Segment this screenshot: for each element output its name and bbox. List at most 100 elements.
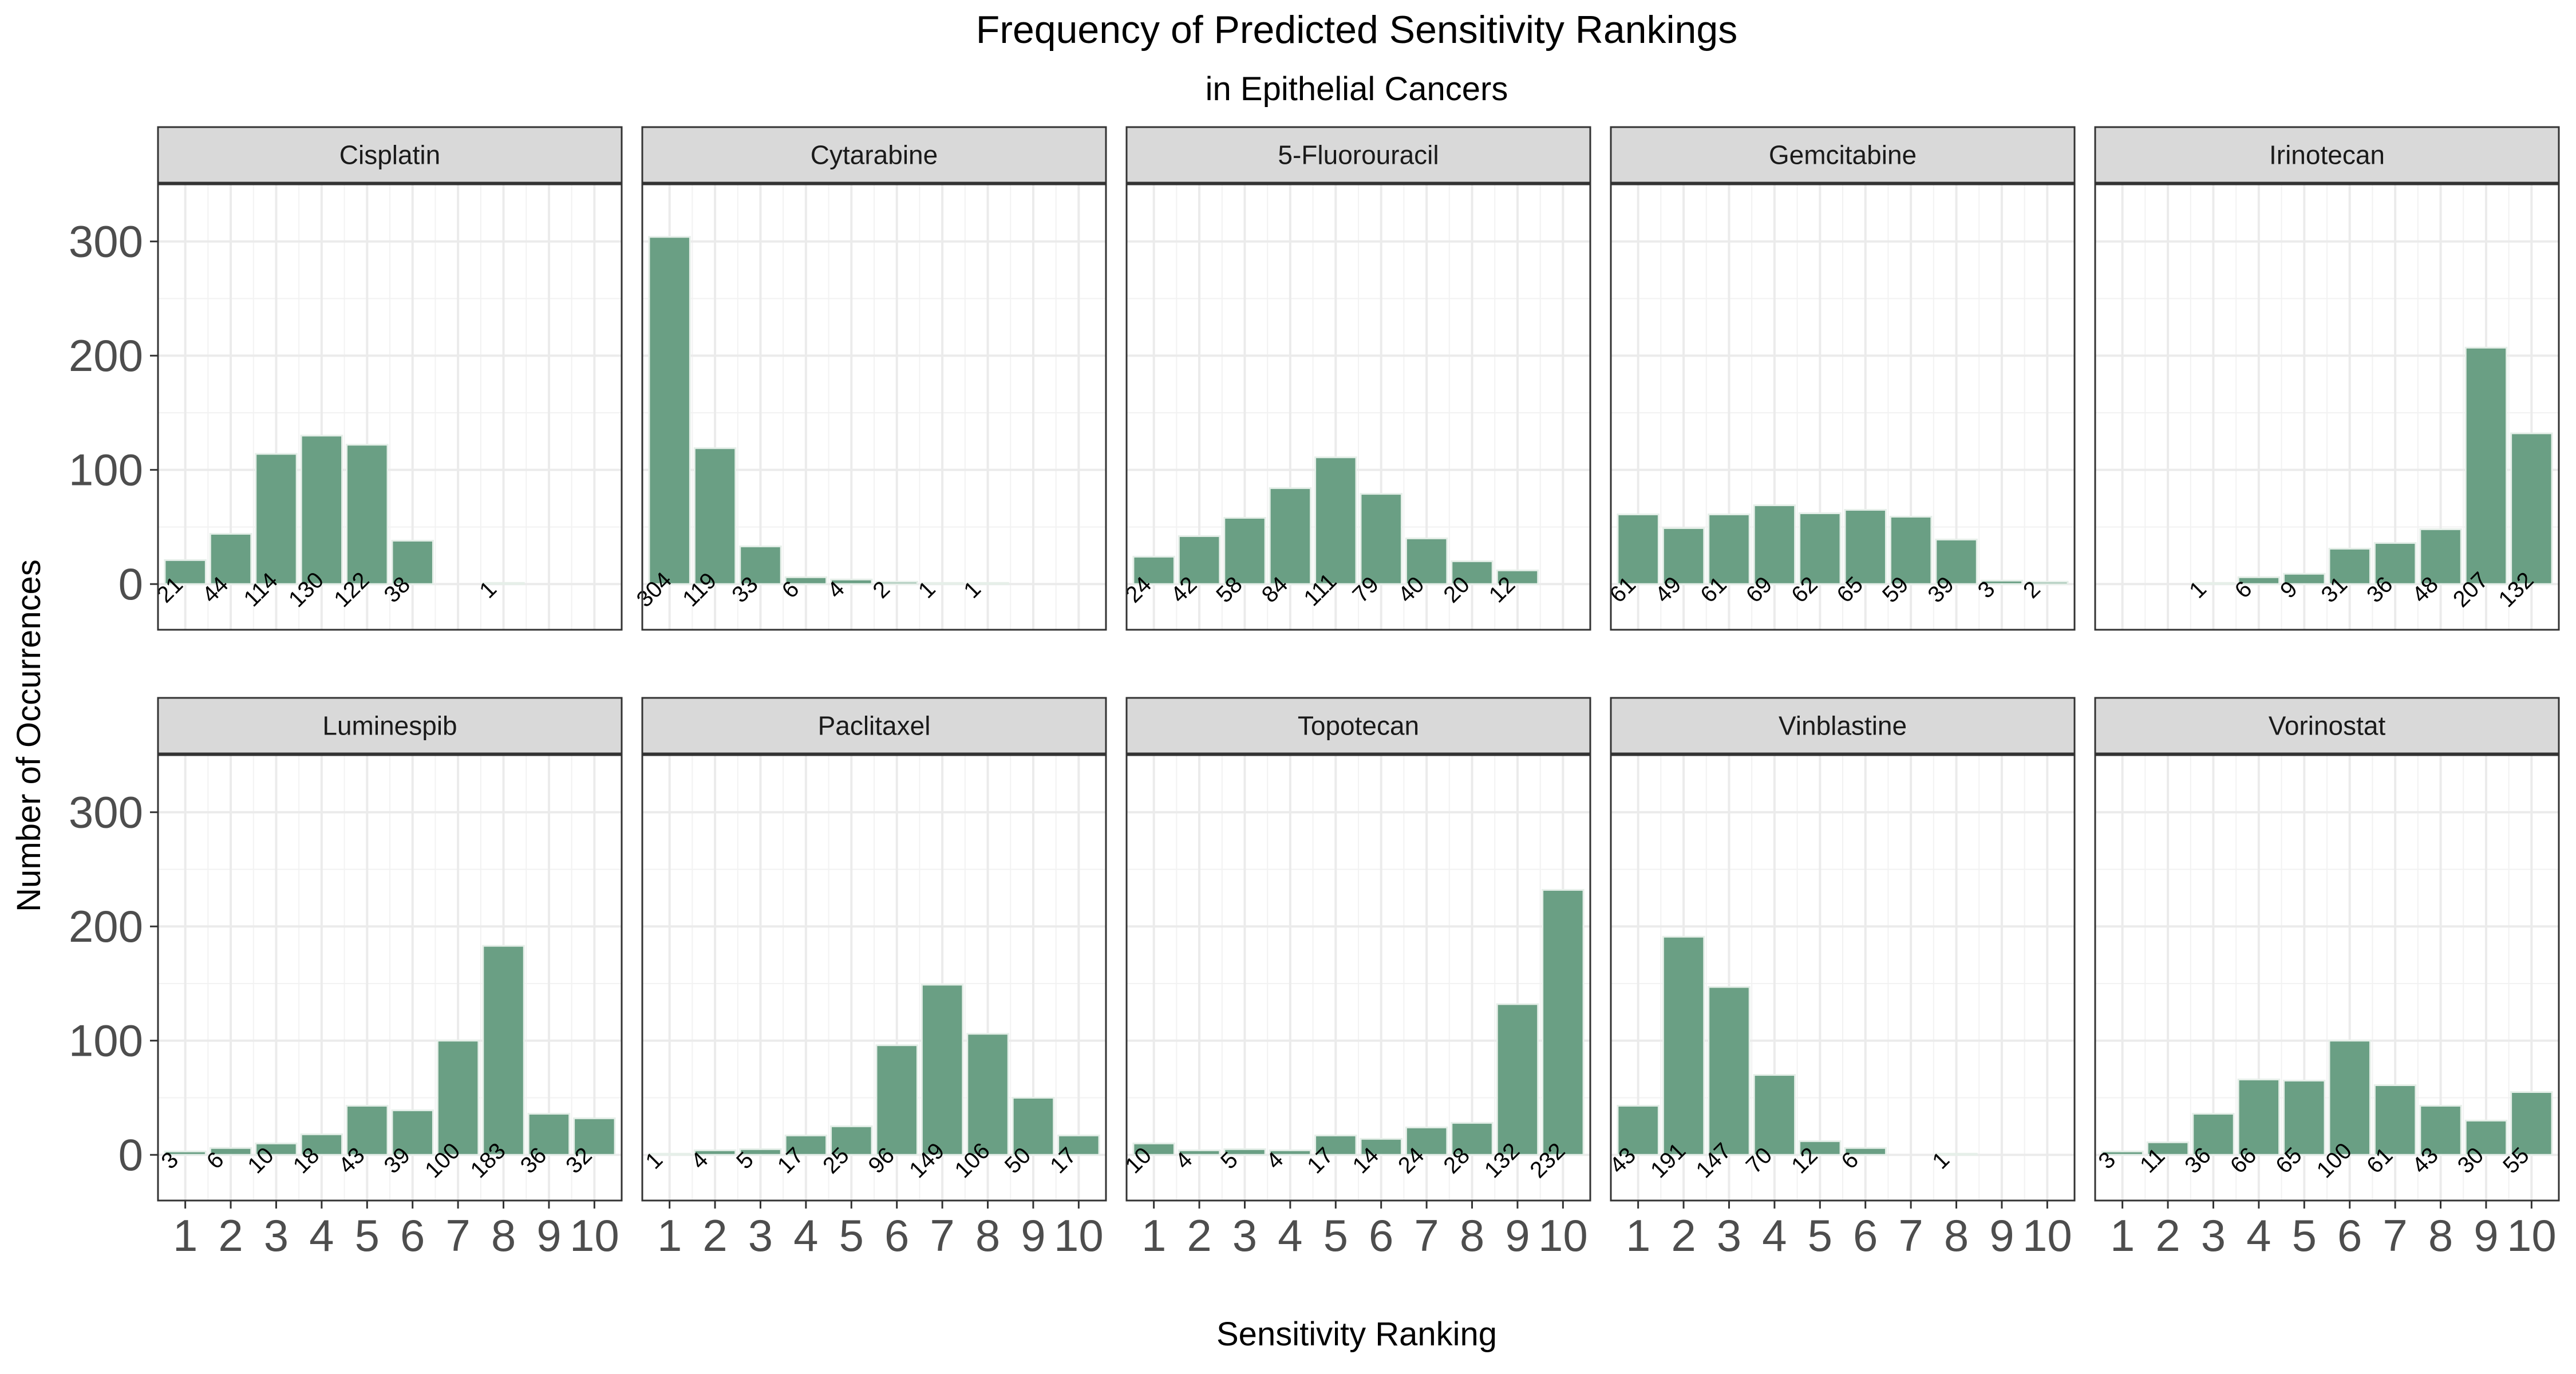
panel-border-paclitaxel (641, 754, 1107, 1202)
strip-vinblastine (1610, 697, 2076, 755)
x-tick-label: 10 (1538, 1210, 1588, 1261)
bar-paclitaxel-1 (648, 1152, 691, 1156)
bar-5-fluorouracil-5 (1314, 456, 1357, 585)
bar-5-fluorouracil-7 (1405, 537, 1448, 585)
bar-vinblastine-8 (1935, 1152, 1978, 1156)
y-tick-label: 0 (118, 559, 143, 609)
bar-paclitaxel-3 (739, 1148, 782, 1156)
x-tick-label: 10 (2022, 1210, 2072, 1261)
bar-luminespib-1 (164, 1150, 207, 1156)
bar-luminespib-3 (255, 1142, 298, 1156)
bar-cytarabine-6 (875, 581, 918, 585)
bar-5-fluorouracil-3 (1223, 517, 1266, 585)
bar-gemcitabine-5 (1799, 512, 1842, 585)
bar-topotecan-8 (1451, 1122, 1494, 1156)
x-tick-label: 4 (1762, 1210, 1787, 1261)
bar-irinotecan-10 (2510, 432, 2553, 585)
x-tick-label: 9 (536, 1210, 561, 1261)
chart-title: Frequency of Predicted Sensitivity Ranki… (976, 8, 1737, 52)
x-tick-label: 3 (264, 1210, 289, 1261)
x-tick-label: 2 (218, 1210, 243, 1261)
panel-border-5-fluorouracil (1125, 183, 1591, 631)
panel-title-paclitaxel: Paclitaxel (818, 711, 931, 741)
x-tick-label: 9 (1021, 1210, 1045, 1261)
bar-irinotecan-7 (2373, 542, 2417, 585)
bar-vinblastine-3 (1708, 986, 1751, 1156)
strip-paclitaxel (641, 697, 1107, 755)
x-axis-title: Sensitivity Ranking (1216, 1316, 1497, 1353)
x-tick-label: 5 (1808, 1210, 1832, 1261)
x-tick-label: 8 (2428, 1210, 2453, 1261)
x-tick-label: 1 (173, 1210, 197, 1261)
strip-vorinostat (2094, 697, 2560, 755)
bar-vorinostat-8 (2419, 1104, 2462, 1156)
y-tick-label: 300 (69, 216, 143, 267)
panel-border-cytarabine (641, 183, 1107, 631)
bar-gemcitabine-1 (1617, 514, 1660, 585)
bar-gemcitabine-7 (1889, 516, 1933, 585)
x-tick-label: 2 (702, 1210, 727, 1261)
x-tick-label: 2 (2155, 1210, 2180, 1261)
panel-title-cisplatin: Cisplatin (339, 140, 440, 170)
bar-irinotecan-9 (2464, 346, 2508, 585)
bar-paclitaxel-5 (830, 1125, 873, 1156)
bar-cytarabine-3 (739, 545, 782, 585)
bar-5-fluorouracil-2 (1178, 535, 1221, 585)
x-tick-label: 3 (748, 1210, 773, 1261)
strip-cytarabine (641, 126, 1107, 184)
x-tick-label: 9 (1505, 1210, 1530, 1261)
x-tick-label: 4 (1278, 1210, 1302, 1261)
bar-paclitaxel-2 (693, 1149, 737, 1156)
bar-5-fluorouracil-8 (1451, 560, 1494, 585)
bar-topotecan-6 (1360, 1138, 1402, 1156)
bar-gemcitabine-6 (1844, 509, 1887, 585)
bar-paclitaxel-7 (920, 984, 964, 1156)
x-tick-label: 5 (2292, 1210, 2317, 1261)
bar-gemcitabine-10 (2026, 581, 2069, 585)
x-tick-label: 1 (2110, 1210, 2135, 1261)
bar-5-fluorouracil-6 (1360, 493, 1402, 585)
bar-luminespib-6 (391, 1109, 434, 1156)
bar-cisplatin-5 (346, 444, 389, 585)
bar-cytarabine-8 (966, 582, 1009, 585)
bar-luminespib-5 (346, 1104, 389, 1156)
bar-vorinostat-6 (2328, 1040, 2371, 1156)
bar-cisplatin-6 (391, 539, 434, 585)
panel-border-cisplatin (157, 183, 623, 631)
x-tick-label: 9 (2474, 1210, 2498, 1261)
panel-border-irinotecan (2094, 183, 2560, 631)
bar-5-fluorouracil-9 (1496, 569, 1539, 585)
x-tick-label: 6 (1369, 1210, 1393, 1261)
chart-subtitle: in Epithelial Cancers (1206, 70, 1508, 108)
bar-cisplatin-8 (482, 582, 525, 585)
x-tick-label: 2 (1187, 1210, 1211, 1261)
x-tick-label: 9 (1989, 1210, 2014, 1261)
bar-topotecan-3 (1223, 1148, 1266, 1156)
bar-topotecan-5 (1314, 1134, 1357, 1156)
panel-title-gemcitabine: Gemcitabine (1769, 140, 1917, 170)
x-tick-label: 2 (1671, 1210, 1696, 1261)
strip-luminespib (157, 697, 623, 755)
bar-irinotecan-8 (2419, 528, 2462, 585)
bar-cytarabine-5 (830, 578, 873, 585)
y-tick-label: 100 (69, 445, 143, 495)
bar-cytarabine-1 (648, 236, 691, 585)
y-tick-label: 200 (69, 330, 143, 381)
x-tick-label: 6 (400, 1210, 425, 1261)
bar-topotecan-1 (1132, 1142, 1175, 1156)
bar-irinotecan-3 (2192, 582, 2235, 585)
bar-irinotecan-4 (2237, 576, 2281, 585)
bar-irinotecan-5 (2283, 572, 2326, 585)
bar-vinblastine-1 (1617, 1104, 1660, 1156)
y-tick-label: 200 (69, 901, 143, 951)
bar-paclitaxel-4 (784, 1134, 828, 1156)
bar-5-fluorouracil-4 (1269, 487, 1312, 585)
panel-border-vinblastine (1610, 754, 2076, 1202)
bar-paclitaxel-9 (1012, 1096, 1055, 1156)
